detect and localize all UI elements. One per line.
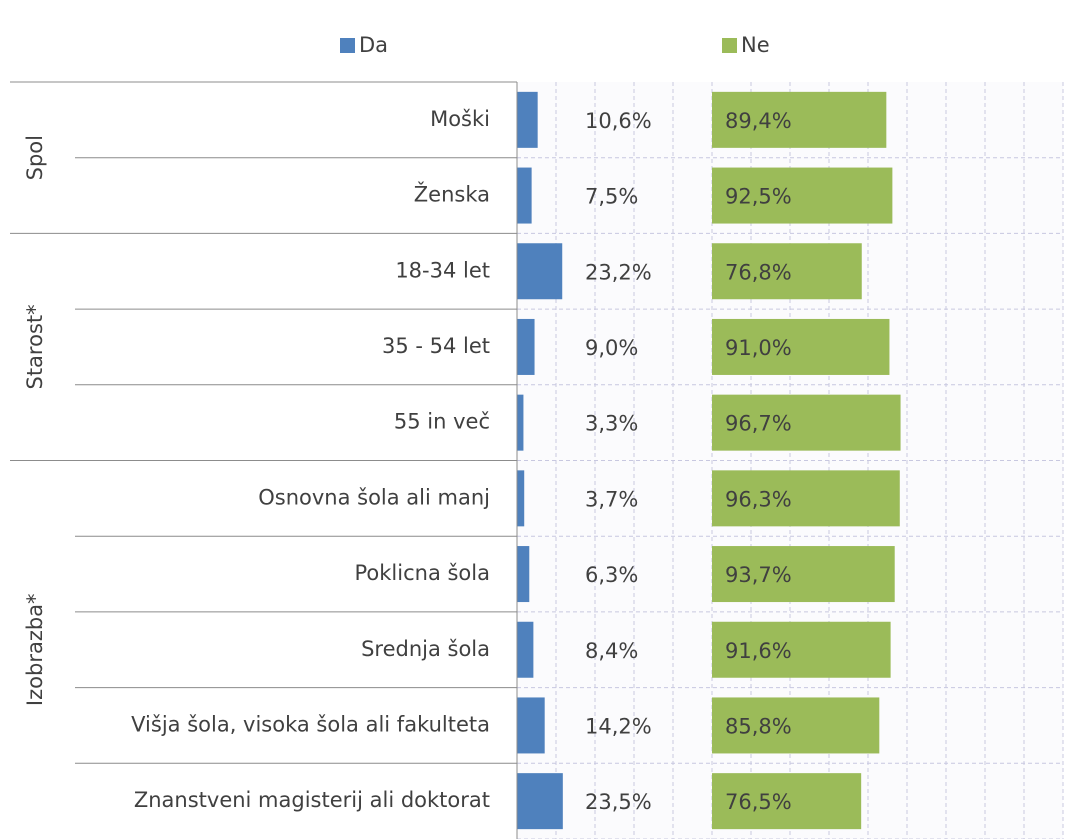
legend-label: Da (359, 33, 388, 57)
value-label: 23,2% (585, 260, 652, 284)
bar (712, 394, 901, 451)
category-label: 18-34 let (395, 258, 490, 282)
bar (517, 243, 563, 300)
legend-swatch (722, 38, 737, 53)
value-label: 3,3% (585, 412, 638, 436)
bar (517, 621, 534, 678)
value-label: 96,3% (725, 487, 792, 511)
value-label: 89,4% (725, 109, 792, 133)
value-label: 14,2% (585, 714, 652, 738)
legend-label: Ne (741, 33, 770, 57)
bar (712, 773, 862, 830)
value-label: 91,6% (725, 639, 792, 663)
bar (712, 697, 880, 754)
value-label: 9,0% (585, 336, 638, 360)
value-label: 6,3% (585, 563, 638, 587)
category-label: Poklicna šola (355, 561, 491, 585)
group-label: Izobrazba* (23, 593, 47, 706)
value-label: 8,4% (585, 639, 638, 663)
group-label: Spol (23, 135, 47, 180)
value-label: 23,5% (585, 790, 652, 814)
category-label: 55 in več (394, 410, 490, 434)
bar (517, 91, 538, 148)
value-label: 92,5% (725, 185, 792, 209)
value-label: 85,8% (725, 714, 792, 738)
value-label: 10,6% (585, 109, 652, 133)
value-label: 3,7% (585, 487, 638, 511)
value-label: 93,7% (725, 563, 792, 587)
bar (712, 243, 862, 300)
bar (712, 621, 891, 678)
group-label: Starost* (23, 304, 47, 389)
bar (517, 394, 524, 451)
bar (712, 167, 893, 224)
bar (712, 470, 900, 527)
category-label: Znanstveni magisterij ali doktorat (134, 788, 490, 812)
value-label: 76,8% (725, 260, 792, 284)
value-label: 91,0% (725, 336, 792, 360)
bar (712, 546, 895, 603)
category-label: Moški (430, 107, 490, 131)
legend-swatch (340, 38, 355, 53)
value-label: 7,5% (585, 185, 638, 209)
value-label: 76,5% (725, 790, 792, 814)
value-label: 96,7% (725, 412, 792, 436)
category-label: 35 - 54 let (382, 334, 490, 358)
bar (517, 773, 563, 830)
bar (517, 697, 545, 754)
bar (517, 470, 525, 527)
bar (517, 167, 532, 224)
category-label: Srednja šola (361, 637, 490, 661)
bar (712, 91, 887, 148)
bar (517, 546, 530, 603)
bar (712, 318, 890, 375)
category-label: Višja šola, visoka šola ali fakulteta (131, 712, 490, 736)
category-label: Osnovna šola ali manj (258, 485, 490, 509)
bar (517, 318, 535, 375)
category-label: Ženska (414, 182, 490, 207)
